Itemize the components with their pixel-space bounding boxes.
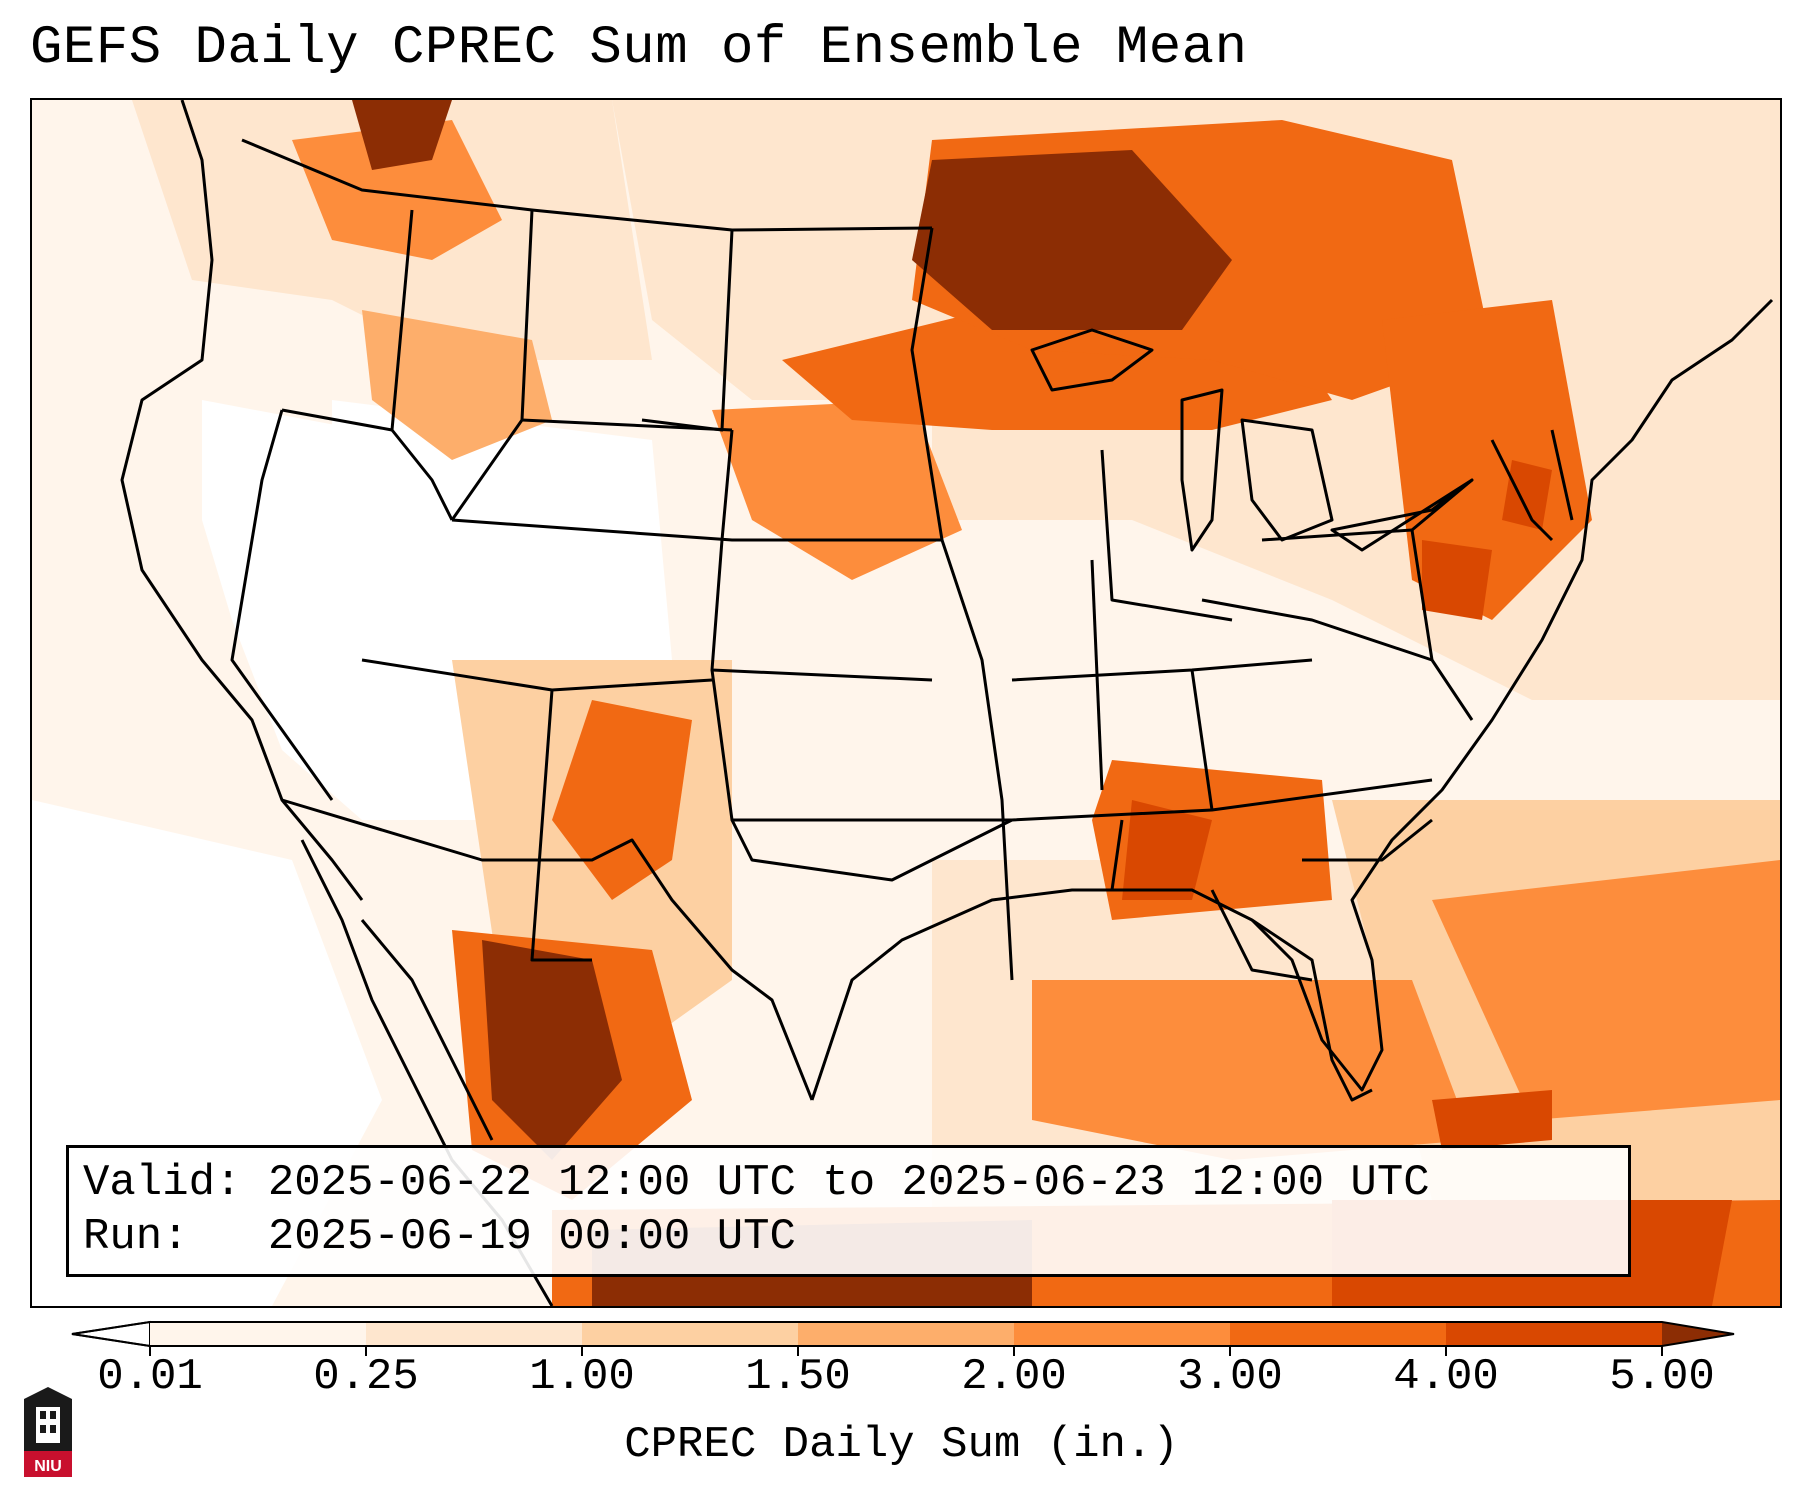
colorbar-segment — [1230, 1322, 1446, 1346]
state-boundary — [710, 429, 933, 682]
state-boundary — [521, 418, 733, 432]
coastline — [1240, 418, 1334, 542]
colorbar-segment — [150, 1322, 366, 1346]
colorbar-segment — [582, 1322, 798, 1346]
state-boundary — [451, 518, 942, 542]
logo-text: NIU — [34, 1458, 62, 1475]
map-panel — [30, 98, 1782, 1308]
country-border — [281, 798, 814, 1101]
coastline — [1250, 298, 1774, 1092]
state-boundary — [1490, 439, 1554, 542]
precip-region — [292, 120, 502, 260]
niu-logo: NIU — [24, 1387, 72, 1477]
state-boundary — [1190, 669, 1214, 811]
state-boundary — [1090, 559, 1104, 791]
valid-run-box: Valid: 2025-06-22 12:00 UTC to 2025-06-2… — [66, 1145, 1631, 1277]
precip-region — [1432, 860, 1780, 1120]
state-boundary — [230, 409, 334, 801]
coastline — [1030, 328, 1154, 392]
tick-label: 4.00 — [1393, 1352, 1499, 1402]
tick-label: 0.25 — [313, 1352, 419, 1402]
tick-label: 1.50 — [745, 1352, 851, 1402]
state-boundary — [1550, 429, 1574, 521]
colorbar — [71, 1320, 1735, 1356]
valid-label: Valid: — [83, 1158, 242, 1208]
state-boundary — [910, 227, 1014, 981]
state-boundary — [1302, 818, 1433, 862]
coastline — [1180, 388, 1224, 552]
precip-region — [352, 100, 452, 170]
tick-label: 5.00 — [1609, 1352, 1715, 1402]
precip-region — [1382, 300, 1592, 620]
coastline — [120, 100, 364, 901]
dry-region — [332, 400, 672, 720]
boundary-layer — [120, 100, 1774, 1306]
state-boundary — [530, 689, 592, 962]
tick-label: 3.00 — [1177, 1352, 1283, 1402]
run-label: Run: — [83, 1212, 189, 1262]
state-boundary — [390, 429, 454, 521]
run-value: 2025-06-19 00:00 UTC — [267, 1212, 796, 1262]
precip-region — [1432, 1090, 1552, 1150]
colorbar-extend-high — [1662, 1322, 1734, 1346]
state-boundary — [1411, 478, 1473, 532]
precip-region — [912, 150, 1232, 330]
tick-label: 0.01 — [97, 1352, 203, 1402]
precip-region — [612, 100, 932, 400]
state-boundary — [730, 818, 1013, 882]
precip-region — [1032, 980, 1472, 1160]
precip-region — [362, 310, 552, 460]
precip-region — [712, 400, 962, 580]
colorbar-segment — [1014, 1322, 1230, 1346]
colorbar-segment — [798, 1322, 1014, 1346]
precip-region — [1422, 540, 1492, 620]
tick-label: 1.00 — [529, 1352, 635, 1402]
state-boundary — [1210, 889, 1313, 982]
tick-label: 2.00 — [961, 1352, 1067, 1402]
state-boundary — [1110, 819, 1124, 891]
precip-map — [32, 100, 1780, 1306]
state-boundary — [1100, 449, 1233, 622]
precip-region — [1502, 460, 1552, 530]
colorbar-label: CPREC Daily Sum (in.) — [624, 1420, 1179, 1470]
precip-region — [1122, 800, 1212, 900]
coastline — [810, 888, 1373, 1102]
colorbar-segment — [1446, 1322, 1662, 1346]
page-title: GEFS Daily CPREC Sum of Ensemble Mean — [30, 18, 1248, 79]
state-boundary — [1201, 598, 1474, 721]
precip-region — [552, 700, 692, 900]
coastline — [360, 919, 494, 1141]
precip-field-layer — [32, 100, 1780, 1306]
colorbar-extend-low — [71, 1320, 151, 1348]
colorbar-ticks: 0.01 0.25 1.00 1.50 2.00 3.00 4.00 5.00 — [0, 1352, 1803, 1412]
precip-region — [482, 940, 622, 1160]
valid-value: 2025-06-22 12:00 UTC to 2025-06-23 12:00… — [267, 1158, 1430, 1208]
colorbar-segment — [366, 1322, 582, 1346]
